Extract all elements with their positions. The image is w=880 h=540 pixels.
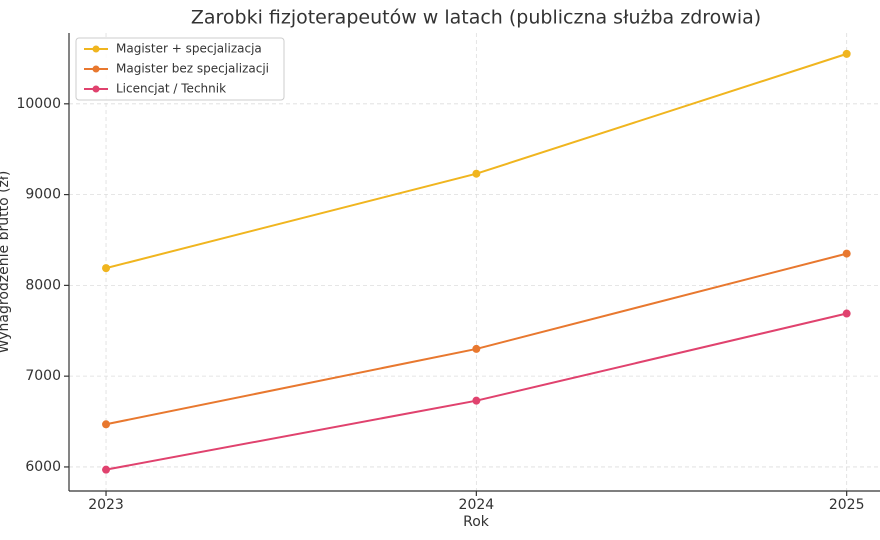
legend-label: Magister bez specjalizacji xyxy=(116,62,269,76)
data-point xyxy=(102,420,111,429)
y-axis-label: Wynagrodzenie brutto (zł) xyxy=(0,171,12,354)
legend: Magister + specjalizacja Magister bez spe… xyxy=(75,37,285,101)
data-point xyxy=(102,465,111,474)
data-point xyxy=(842,49,851,58)
data-point xyxy=(472,396,481,405)
y-tick-label: 10000 xyxy=(16,96,61,112)
y-tick-label: 8000 xyxy=(25,277,61,293)
data-point xyxy=(472,169,481,178)
x-tick-label: 2024 xyxy=(459,497,495,513)
y-tick-label: 7000 xyxy=(25,368,61,384)
legend-label: Licencjat / Technik xyxy=(116,82,226,96)
data-point xyxy=(102,264,111,273)
chart-title: Zarobki fizjoterapeutów w latach (public… xyxy=(191,7,761,29)
legend-marker xyxy=(92,85,100,93)
data-point xyxy=(472,344,481,353)
legend-box xyxy=(75,37,285,101)
legend-label: Magister + specjalizacja xyxy=(116,42,262,56)
data-point xyxy=(842,249,851,258)
legend-marker xyxy=(92,65,100,73)
y-tick-label: 6000 xyxy=(25,459,61,475)
x-tick-label: 2025 xyxy=(829,497,865,513)
x-tick-label: 2023 xyxy=(88,497,124,513)
legend-marker xyxy=(92,45,100,53)
y-tick-label: 9000 xyxy=(25,187,61,203)
data-point xyxy=(842,309,851,318)
x-axis-label: Rok xyxy=(463,514,490,530)
